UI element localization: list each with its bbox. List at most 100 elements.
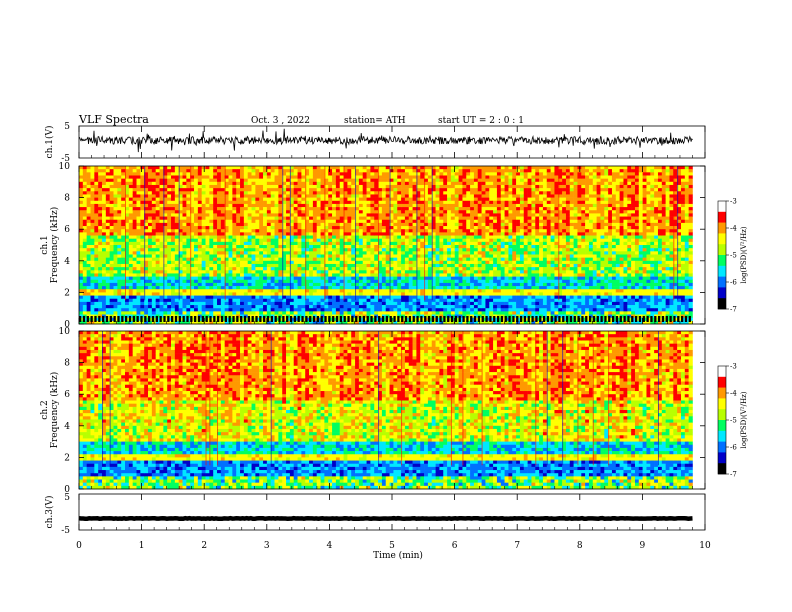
- spectrogram-cell: [301, 222, 306, 227]
- spectrogram-cell: [186, 245, 191, 249]
- spectrogram-cell: [374, 308, 379, 312]
- spectrogram-cell: [79, 273, 84, 277]
- spectrogram-cell: [224, 166, 229, 170]
- spectrogram-cell: [393, 219, 398, 224]
- spectrogram-cell: [401, 181, 406, 186]
- spectrogram-cell: [366, 292, 371, 296]
- spectrogram-cell: [447, 229, 452, 233]
- spectrogram-cell: [385, 270, 390, 274]
- spectrogram-cell: [125, 245, 130, 249]
- spectrogram-cell: [305, 270, 310, 274]
- spectrogram-cell: [266, 207, 272, 211]
- spectrogram-cell: [274, 175, 279, 179]
- spectrogram-cell: [278, 181, 283, 186]
- spectrogram-cell: [358, 181, 364, 186]
- spectrogram-cell: [286, 305, 291, 309]
- spectrogram-cell: [201, 188, 206, 192]
- spectrogram-cell: [320, 263, 325, 268]
- spectrogram-cell: [190, 257, 195, 262]
- spectrogram-cell: [374, 311, 379, 315]
- spectrogram-cell: [424, 305, 429, 309]
- spectrogram-cell: [370, 222, 375, 227]
- spectrogram-cell: [312, 273, 318, 277]
- spectrogram-cell: [454, 207, 459, 211]
- spectrogram-cell: [82, 267, 87, 271]
- spectrogram-cell: [278, 292, 283, 296]
- spectrogram-cell: [332, 257, 337, 262]
- spectrogram-cell: [224, 270, 229, 274]
- spectrogram-cell: [370, 301, 375, 306]
- spectrogram-cell: [408, 305, 413, 309]
- spectrogram-cell: [401, 203, 406, 208]
- spectrogram-cell: [439, 210, 444, 214]
- spectrogram-cell: [355, 197, 360, 202]
- spectrogram-cell: [278, 172, 283, 176]
- spectrogram-cell: [366, 235, 371, 239]
- spectrogram-cell: [205, 232, 210, 236]
- spectrogram-cell: [205, 210, 210, 214]
- spectrogram-cell: [332, 191, 337, 195]
- spectrogram-cell: [450, 295, 456, 300]
- spectrogram-cell: [228, 213, 233, 217]
- spectrogram-cell: [408, 188, 413, 192]
- spectrogram-cell: [378, 197, 383, 202]
- spectrogram-cell: [362, 273, 367, 277]
- spectrogram-cell: [328, 320, 333, 325]
- spectrogram-cell: [339, 219, 344, 224]
- spectrogram-cell: [312, 311, 318, 315]
- spectrogram-cell: [439, 295, 444, 300]
- spectrogram-cell: [378, 276, 383, 281]
- spectrogram-cell: [286, 308, 291, 312]
- spectrogram-cell: [447, 175, 452, 179]
- spectrogram-cell: [90, 270, 95, 274]
- spectrogram-cell: [79, 245, 84, 249]
- spectrogram-cell: [155, 276, 160, 281]
- spectrogram-cell: [447, 172, 452, 176]
- spectrogram-cell: [343, 282, 348, 287]
- spectrogram-cell: [125, 216, 130, 221]
- spectrogram-cell: [148, 197, 153, 202]
- spectrogram-cell: [355, 222, 360, 227]
- spectrogram-cell: [113, 301, 118, 306]
- spectrogram-cell: [274, 301, 279, 306]
- spectrogram-cell: [435, 197, 440, 202]
- spectrogram-cell: [385, 200, 390, 205]
- spectrogram-cell: [82, 292, 87, 296]
- spectrogram-cell: [255, 257, 260, 262]
- spectrogram-cell: [439, 263, 444, 268]
- spectrogram-cell: [370, 210, 375, 214]
- spectrogram-cell: [151, 181, 156, 186]
- spectrogram-cell: [447, 181, 452, 186]
- spectrogram-cell: [236, 219, 241, 224]
- spectrogram-cell: [389, 308, 394, 312]
- spectrogram-cell: [178, 248, 183, 252]
- spectrogram-cell: [151, 169, 156, 173]
- spectrogram-cell: [182, 197, 187, 202]
- spectrogram-cell: [224, 276, 229, 281]
- spectrogram-cell: [385, 273, 390, 277]
- spectrogram-cell: [224, 251, 229, 255]
- spectrogram-cell: [309, 216, 314, 221]
- spectrogram-cell: [450, 254, 456, 258]
- spectrogram-cell: [401, 197, 406, 202]
- spectrogram-cell: [113, 263, 118, 268]
- spectrogram-cell: [458, 169, 463, 173]
- spectrogram-cell: [401, 320, 406, 325]
- spectrogram-cell: [381, 197, 387, 202]
- spectrogram-cell: [324, 295, 329, 300]
- spectrogram-cell: [339, 248, 344, 252]
- spectrogram-cell: [109, 172, 114, 176]
- spectrogram-cell: [205, 172, 210, 176]
- spectrogram-cell: [351, 229, 356, 233]
- spectrogram-cell: [217, 188, 222, 192]
- spectrogram-cell: [366, 270, 371, 274]
- spectrogram-cell: [420, 248, 425, 252]
- spectrogram-cell: [374, 305, 379, 309]
- spectrogram-cell: [286, 203, 291, 208]
- spectrogram-cell: [178, 210, 183, 214]
- spectrogram-cell: [274, 308, 279, 312]
- spectrogram-cell: [278, 200, 283, 205]
- spectrogram-cell: [213, 207, 218, 211]
- spectrogram-cell: [270, 184, 275, 189]
- spectrogram-cell: [132, 232, 137, 236]
